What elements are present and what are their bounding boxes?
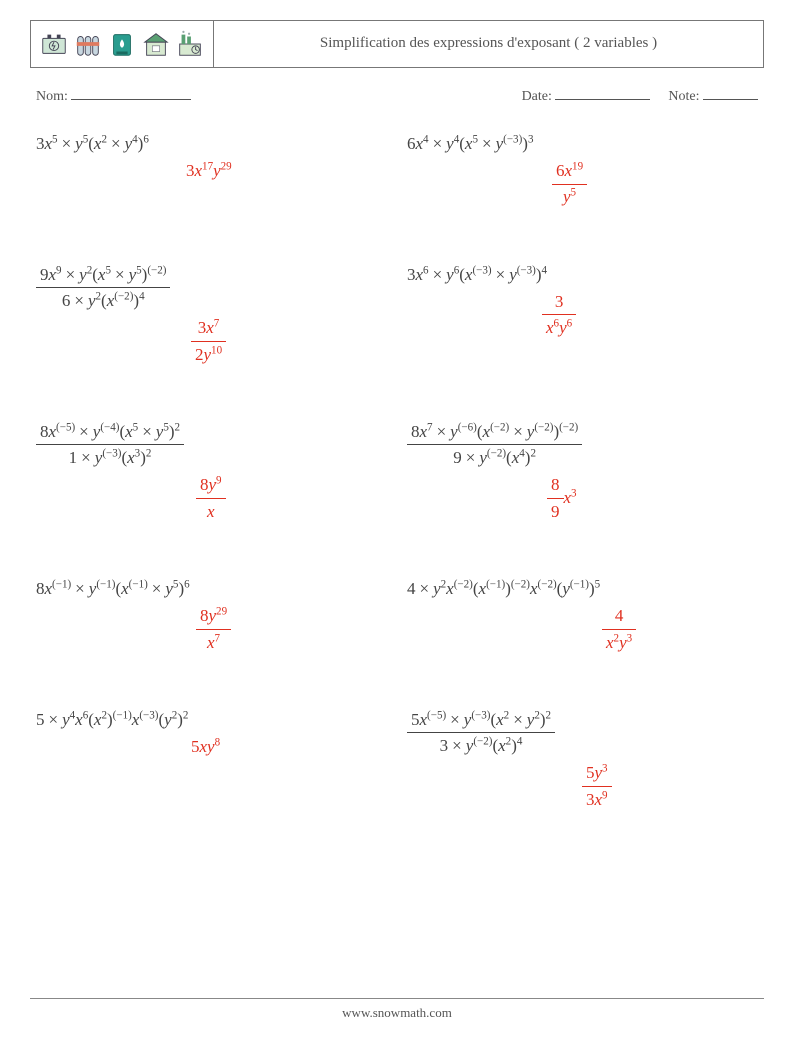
answer-expression: 3x6y6 <box>407 291 758 339</box>
answer-expression: 5y33x9 <box>407 763 758 811</box>
question-expression: 3x6×y6(x(−3)×y(−3))4 <box>407 264 758 285</box>
question-expression: 6x4×y4(x5×y(−3))3 <box>407 133 758 154</box>
name-blank <box>71 86 191 100</box>
question-expression: 8x(−1)×y(−1)(x(−1)×y5)6 <box>36 578 387 599</box>
footer-text: www.snowmath.com <box>30 1005 764 1021</box>
question-expression: 4×y2x(−2)(x(−1))(−2)x(−2)(y(−1))5 <box>407 578 758 599</box>
header-icons-cell <box>31 21 214 67</box>
answer-expression: 6x19y5 <box>407 160 758 208</box>
pump-icon <box>107 29 137 59</box>
question-expression: 9x9×y2(x5×y5)(−2)6×y2(x(−2))4 <box>36 264 387 312</box>
problem: 5x(−5)×y(−3)(x2×y2)23×y(−2)(x2)4 5y33x9 <box>407 709 758 810</box>
problem: 9x9×y2(x5×y5)(−2)6×y2(x(−2))4 3x72y10 <box>36 264 387 365</box>
score-label: Note: <box>668 89 699 104</box>
problem: 3x5×y5(x2×y4)6 3x17y29 <box>36 133 387 208</box>
question-expression: 5x(−5)×y(−3)(x2×y2)23×y(−2)(x2)4 <box>407 709 758 757</box>
answer-expression: 89x3 <box>407 475 758 523</box>
date-label: Date: <box>522 89 552 104</box>
answer-expression: 3x17y29 <box>36 160 387 181</box>
question-expression: 8x7×y(−6)(x(−2)×y(−2))(−2)9×y(−2)(x4)2 <box>407 421 758 469</box>
factory-icon <box>175 29 205 59</box>
question-expression: 5×y4x6(x2)(−1)x(−3)(y2)2 <box>36 709 387 730</box>
score-field: Note: <box>668 86 758 105</box>
meta-row: Nom: Date: Note: <box>30 86 764 105</box>
answer-expression: 8y9x <box>36 475 387 523</box>
footer: www.snowmath.com <box>0 998 794 1021</box>
header-row: Simplification des expressions d'exposan… <box>30 20 764 68</box>
footer-rule <box>30 998 764 999</box>
answer-expression: 4x2y3 <box>407 605 758 653</box>
answer-expression: 5xy8 <box>36 736 387 757</box>
greenhouse-icon <box>141 29 171 59</box>
date-blank <box>555 86 650 100</box>
answer-expression: 3x72y10 <box>36 317 387 365</box>
answer-expression: 8y29x7 <box>36 605 387 653</box>
worksheet-title: Simplification des expressions d'exposan… <box>214 21 763 67</box>
problem: 8x(−5)×y(−4)(x5×y5)21×y(−3)(x3)2 8y9x <box>36 421 387 522</box>
date-field: Date: <box>522 86 651 105</box>
problem: 8x(−1)×y(−1)(x(−1)×y5)6 8y29x7 <box>36 578 387 653</box>
tanks-icon <box>73 29 103 59</box>
problem: 3x6×y6(x(−3)×y(−3))4 3x6y6 <box>407 264 758 365</box>
problem: 4×y2x(−2)(x(−1))(−2)x(−2)(y(−1))5 4x2y3 <box>407 578 758 653</box>
question-expression: 8x(−5)×y(−4)(x5×y5)21×y(−3)(x3)2 <box>36 421 387 469</box>
question-expression: 3x5×y5(x2×y4)6 <box>36 133 387 154</box>
worksheet-page: Simplification des expressions d'exposan… <box>0 0 794 1053</box>
score-blank <box>703 86 758 100</box>
problem: 8x7×y(−6)(x(−2)×y(−2))(−2)9×y(−2)(x4)2 89… <box>407 421 758 522</box>
problem: 6x4×y4(x5×y(−3))3 6x19y5 <box>407 133 758 208</box>
name-label: Nom: <box>36 89 68 104</box>
battery-icon <box>39 29 69 59</box>
problems-grid: 3x5×y5(x2×y4)63x17y296x4×y4(x5×y(−3))36x… <box>30 133 764 810</box>
problem: 5×y4x6(x2)(−1)x(−3)(y2)2 5xy8 <box>36 709 387 810</box>
name-field: Nom: <box>36 86 522 105</box>
